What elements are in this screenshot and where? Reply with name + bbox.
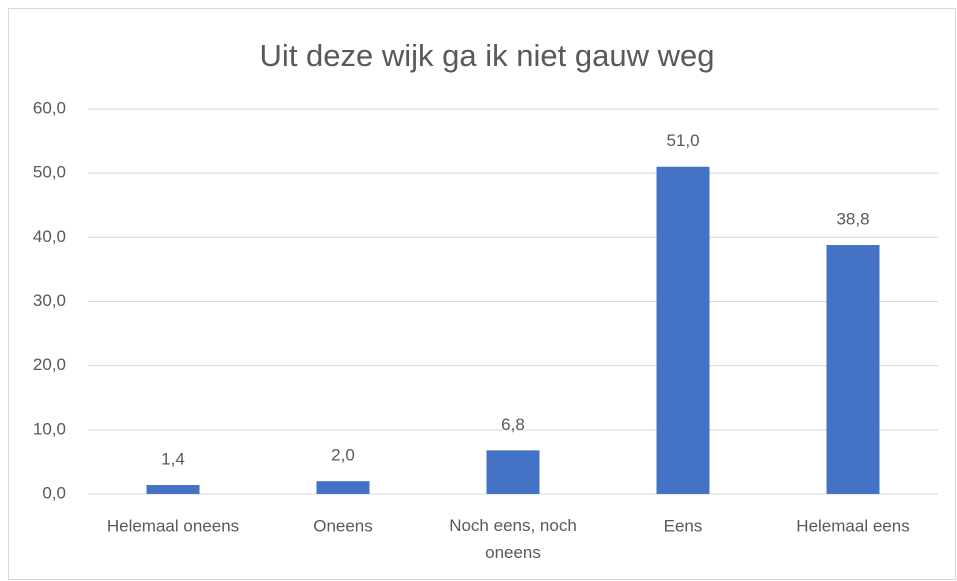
bar <box>146 485 200 494</box>
y-tick-label: 0,0 <box>42 483 66 502</box>
y-tick-label: 10,0 <box>33 419 66 438</box>
y-tick-label: 30,0 <box>33 291 66 310</box>
y-tick-label: 20,0 <box>33 355 66 374</box>
data-label: 2,0 <box>331 446 355 465</box>
data-label: 1,4 <box>161 450 185 469</box>
y-tick-label: 60,0 <box>33 98 66 117</box>
x-tick-label: Eens <box>664 516 703 535</box>
y-tick-label: 40,0 <box>33 227 66 246</box>
x-tick-label: Oneens <box>313 516 373 535</box>
data-label: 6,8 <box>501 415 525 434</box>
bar <box>656 166 710 494</box>
chart-title: Uit deze wijk ga ik niet gauw weg <box>260 38 715 73</box>
x-tick-label: Noch eens, noch oneens <box>449 516 577 562</box>
x-tick-label: Helemaal eens <box>796 516 909 535</box>
bar <box>316 481 370 494</box>
chart-border <box>8 8 956 580</box>
data-label: 51,0 <box>666 131 699 150</box>
y-tick-label: 50,0 <box>33 163 66 182</box>
bar <box>826 245 880 494</box>
bar <box>486 450 540 494</box>
data-label: 38,8 <box>836 210 869 229</box>
x-tick-label: Helemaal oneens <box>107 516 239 535</box>
